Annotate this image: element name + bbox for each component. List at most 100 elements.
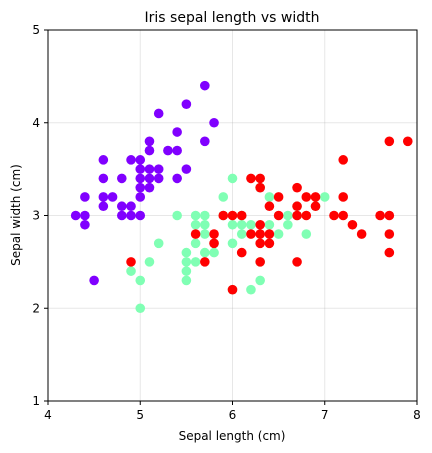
- data-point: [246, 173, 256, 184]
- data-point: [273, 210, 284, 221]
- data-point: [144, 182, 155, 193]
- data-point: [292, 182, 302, 193]
- data-point: [227, 284, 238, 295]
- data-point: [264, 201, 275, 212]
- data-point: [264, 192, 275, 202]
- y-tick-label: 2: [32, 301, 40, 315]
- y-tick-label: 1: [32, 394, 40, 408]
- data-point: [135, 182, 146, 193]
- data-point: [255, 229, 265, 239]
- data-point: [338, 210, 349, 221]
- data-point: [227, 238, 238, 249]
- data-point: [301, 192, 312, 202]
- data-point: [126, 201, 136, 212]
- data-point: [283, 219, 293, 230]
- data-point: [144, 136, 155, 147]
- data-point: [292, 257, 302, 267]
- y-axis-ticks: 1 2 3 4 5: [32, 23, 48, 408]
- data-points: [70, 80, 413, 314]
- data-point: [255, 182, 265, 193]
- data-point: [236, 247, 247, 258]
- data-point: [80, 192, 90, 202]
- y-tick-label: 3: [32, 209, 40, 223]
- data-point: [135, 210, 146, 221]
- x-tick-label: 8: [413, 408, 421, 422]
- data-point: [80, 219, 90, 230]
- data-point: [126, 257, 136, 267]
- data-point: [384, 136, 395, 147]
- data-point: [135, 155, 146, 165]
- data-point: [384, 229, 395, 239]
- data-point: [98, 192, 109, 202]
- data-point: [200, 257, 210, 267]
- data-point: [172, 145, 182, 156]
- data-point: [117, 201, 127, 212]
- x-tick-label: 5: [136, 408, 144, 422]
- data-point: [98, 155, 109, 165]
- data-point: [218, 210, 229, 221]
- data-point: [126, 210, 136, 221]
- data-point: [117, 210, 127, 221]
- data-point: [172, 173, 182, 184]
- data-point: [200, 219, 210, 230]
- data-point: [135, 173, 146, 184]
- data-point: [227, 219, 238, 230]
- data-point: [190, 229, 201, 239]
- data-point: [292, 210, 302, 221]
- data-point: [209, 247, 219, 258]
- data-point: [190, 257, 201, 267]
- data-point: [135, 275, 146, 286]
- data-point: [153, 173, 164, 184]
- data-point: [347, 219, 358, 230]
- data-point: [135, 303, 146, 314]
- data-point: [255, 238, 265, 249]
- data-point: [319, 192, 330, 202]
- data-point: [329, 210, 339, 221]
- data-point: [70, 210, 81, 221]
- data-point: [144, 257, 155, 267]
- data-point: [98, 173, 109, 184]
- data-point: [236, 210, 247, 221]
- data-point: [144, 145, 155, 156]
- data-point: [153, 238, 164, 249]
- data-point: [255, 173, 265, 184]
- data-point: [338, 192, 349, 202]
- y-axis-label: Sepal width (cm): [9, 164, 23, 266]
- data-point: [264, 219, 275, 230]
- data-point: [181, 164, 192, 174]
- data-point: [107, 192, 118, 202]
- data-point: [301, 229, 312, 239]
- data-point: [273, 192, 284, 202]
- data-point: [181, 257, 192, 267]
- data-point: [236, 219, 247, 230]
- data-point: [246, 219, 256, 230]
- data-point: [356, 229, 367, 239]
- data-point: [98, 201, 109, 212]
- data-point: [384, 210, 395, 221]
- y-tick-label: 5: [32, 23, 40, 37]
- data-point: [292, 201, 302, 212]
- data-point: [135, 164, 146, 174]
- data-point: [126, 266, 136, 276]
- data-point: [209, 229, 219, 239]
- data-point: [200, 247, 210, 258]
- data-point: [172, 127, 182, 137]
- data-point: [144, 164, 155, 174]
- data-point: [163, 145, 173, 156]
- data-point: [236, 229, 247, 239]
- x-tick-label: 6: [229, 408, 237, 422]
- data-point: [255, 219, 265, 230]
- data-point: [144, 173, 155, 184]
- data-point: [190, 219, 201, 230]
- data-point: [117, 173, 127, 184]
- data-point: [181, 99, 192, 109]
- data-point: [181, 247, 192, 258]
- data-point: [89, 275, 99, 286]
- data-point: [338, 155, 349, 165]
- data-point: [153, 164, 164, 174]
- data-point: [209, 117, 219, 128]
- data-point: [246, 284, 256, 295]
- data-point: [301, 210, 312, 221]
- data-point: [190, 238, 201, 249]
